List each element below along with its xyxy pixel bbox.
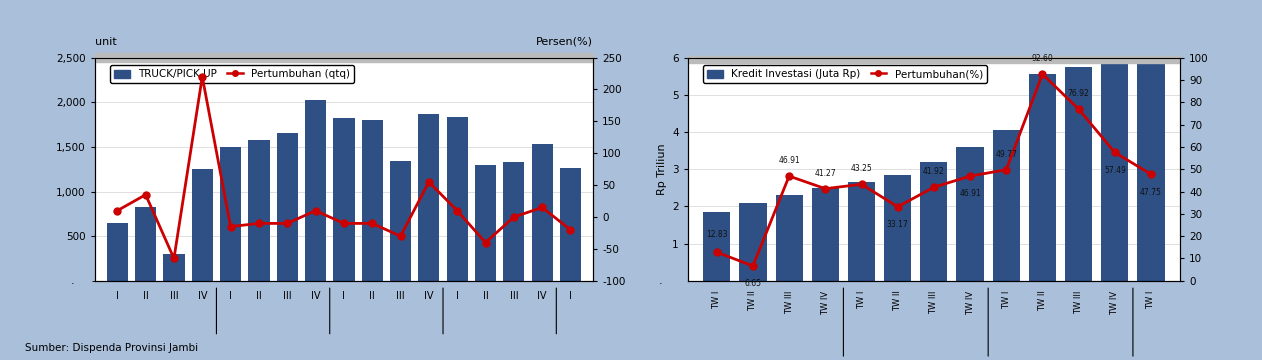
Text: Persen(%): Persen(%): [536, 37, 593, 47]
Bar: [447, 117, 468, 281]
Bar: [163, 254, 184, 281]
Text: 92.60: 92.60: [1031, 54, 1054, 63]
Text: 41.27: 41.27: [814, 168, 837, 177]
Bar: [95, 53, 593, 62]
Bar: [504, 162, 525, 281]
Bar: [1029, 74, 1056, 281]
Bar: [362, 120, 382, 281]
Bar: [107, 223, 127, 281]
Bar: [957, 147, 983, 281]
Text: 33.17: 33.17: [887, 220, 909, 229]
Bar: [776, 195, 803, 281]
Bar: [333, 118, 355, 281]
Text: 47.75: 47.75: [1140, 188, 1162, 197]
Bar: [192, 169, 213, 281]
Bar: [135, 207, 156, 281]
Bar: [531, 144, 553, 281]
Bar: [885, 175, 911, 281]
Bar: [993, 130, 1020, 281]
Text: 57.49: 57.49: [1104, 166, 1126, 175]
Bar: [920, 162, 948, 281]
Text: 46.91: 46.91: [779, 156, 800, 165]
Text: .: .: [71, 276, 74, 286]
Text: unit: unit: [95, 37, 116, 47]
Bar: [703, 212, 731, 281]
Text: 49.77: 49.77: [996, 150, 1017, 159]
Text: 12.83: 12.83: [705, 230, 727, 239]
Bar: [848, 182, 875, 281]
Text: 46.91: 46.91: [959, 189, 981, 198]
Bar: [390, 161, 411, 281]
Bar: [1065, 67, 1092, 281]
Bar: [688, 56, 1180, 63]
Bar: [560, 168, 581, 281]
Bar: [1102, 61, 1128, 281]
Bar: [249, 140, 270, 281]
Legend: TRUCK/PICK UP, Pertumbuhan (qtq): TRUCK/PICK UP, Pertumbuhan (qtq): [110, 65, 355, 84]
Text: 43.25: 43.25: [851, 164, 872, 173]
Legend: Kredit Investasi (Juta Rp), Pertumbuhan(%): Kredit Investasi (Juta Rp), Pertumbuhan(…: [703, 65, 987, 84]
Text: .: .: [659, 276, 663, 286]
Bar: [305, 100, 326, 281]
Text: Sumber: Dispenda Provinsi Jambi: Sumber: Dispenda Provinsi Jambi: [25, 343, 198, 353]
Text: 6.65: 6.65: [745, 279, 761, 288]
Text: 76.92: 76.92: [1068, 89, 1089, 98]
Bar: [740, 203, 766, 281]
Bar: [811, 188, 839, 281]
Bar: [418, 114, 439, 281]
Text: 41.92: 41.92: [923, 167, 945, 176]
Bar: [475, 165, 496, 281]
Bar: [1137, 58, 1165, 281]
Bar: [220, 147, 241, 281]
Y-axis label: Rp Triliun: Rp Triliun: [656, 143, 666, 195]
Bar: [276, 134, 298, 281]
